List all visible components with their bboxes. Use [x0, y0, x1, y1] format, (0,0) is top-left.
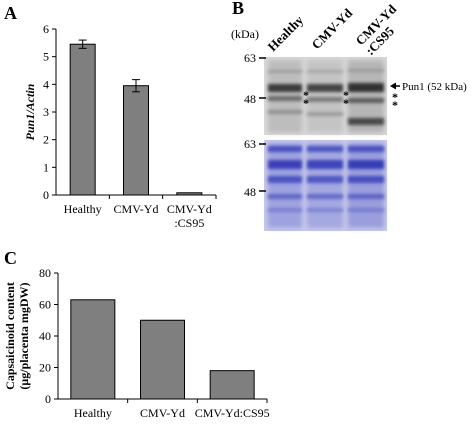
blot-lower-bands	[268, 146, 384, 212]
blot-marker-48-lower: 48	[244, 185, 256, 199]
pun1-band-label: Pun1 (52 kDa)	[402, 81, 467, 93]
blot-lane-label-cs95: CMV-Yd :CS95	[353, 0, 412, 58]
chart-a-y-tick-label: 4	[43, 77, 49, 91]
chart-a-x-tick-label: CMV-Yd	[114, 202, 159, 216]
asterisk-lane1-a: *	[303, 88, 309, 102]
chart-c-bar	[209, 370, 255, 400]
panel-label-c: C	[4, 248, 17, 268]
chart-c: 0 20 40 60 80 Healthy CMV-Yd CMV-Yd:CS95 Capsaic…	[3, 266, 270, 420]
arrow-icon	[390, 82, 400, 90]
chart-a-y-tick-label: 5	[43, 50, 49, 64]
chart-c-bar	[140, 319, 185, 400]
asterisk-lane2-a: *	[343, 88, 349, 102]
chart-a: 0 1 2 3 4 5 6 Healthy CMV-Yd CMV-Yd:CS95 Pun1/Acti…	[23, 22, 217, 230]
chart-a-y-tick-label: 0	[43, 188, 49, 202]
blot-marker-48-upper: 48	[244, 92, 256, 106]
chart-c-x-tick-label: Healthy	[74, 406, 112, 420]
chart-c-x-tick-label: CMV-Yd:CS95	[195, 406, 270, 420]
chart-c-x-tick-label: CMV-Yd	[140, 406, 185, 420]
asterisk-lane1-b: *	[303, 96, 309, 110]
asterisk-right-b: *	[392, 98, 398, 112]
blot-lower-lanes	[268, 143, 384, 228]
chart-a-bar	[123, 85, 149, 196]
asterisk-lane2-b: *	[343, 96, 349, 110]
chart-a-y-axis-label: Pun1/Actin	[23, 83, 37, 140]
asterisk-right-a: *	[392, 90, 398, 104]
blot-marker-63-upper: 63	[244, 51, 256, 65]
chart-c-y-tick-label: 0	[45, 392, 51, 406]
chart-c-bar	[70, 299, 116, 400]
chart-a-y-tick-label: 1	[43, 160, 49, 174]
chart-c-y-tick-label: 80	[39, 266, 51, 280]
western-blot: Healthy CMV-Yd CMV-Yd :CS95 (kDa)	[231, 0, 467, 231]
chart-c-y-tick-label: 20	[39, 361, 51, 375]
chart-a-y-tick-label: 2	[43, 133, 49, 147]
chart-c-y-axis-label: Capsaicinoid content(μg/placenta mgDW)	[3, 282, 31, 390]
blot-lane-label-cmv: CMV-Yd	[309, 5, 356, 52]
blot-marker-63-lower: 63	[244, 137, 256, 151]
chart-a-y-tick-label: 6	[43, 22, 49, 36]
chart-a-x-tick-label: Healthy	[64, 202, 102, 216]
chart-a-bar	[69, 43, 96, 196]
panel-label-b: B	[232, 0, 244, 18]
chart-a-y-tick-label: 3	[43, 105, 49, 119]
blot-upper-bands	[268, 69, 384, 125]
blot-lane-label-healthy: Healthy	[265, 12, 307, 54]
chart-c-y-tick-label: 60	[39, 298, 51, 312]
chart-c-y-tick-label: 40	[39, 329, 51, 343]
kda-label: (kDa)	[231, 27, 259, 41]
chart-a-x-tick-label: CMV-Yd:CS95	[167, 202, 212, 230]
panel-label-a: A	[4, 3, 17, 23]
chart-a-bar	[176, 192, 203, 196]
